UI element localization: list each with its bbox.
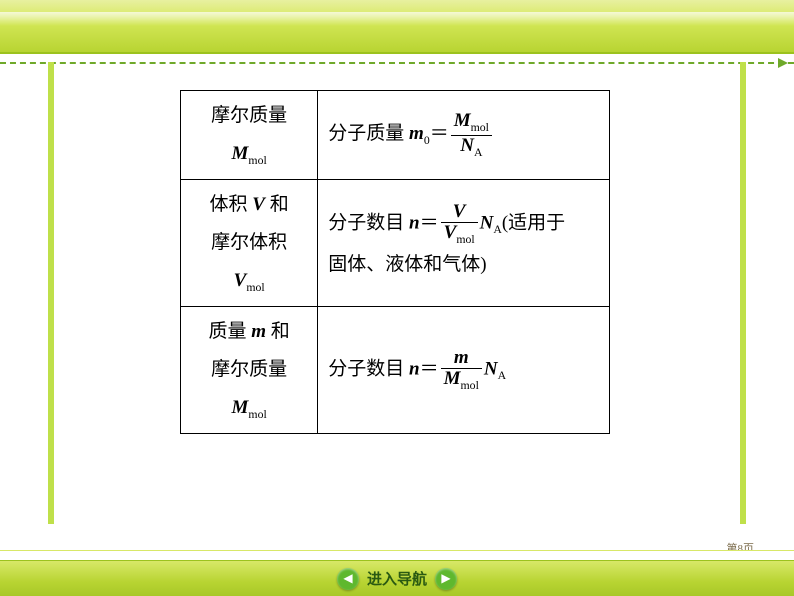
eq: ＝ [420, 358, 439, 379]
label: 摩尔体积 [211, 232, 287, 253]
tail: 和 [266, 321, 290, 342]
tail: 和 [265, 194, 289, 215]
dash-line [0, 62, 794, 64]
sub: A [498, 369, 507, 382]
table-row: 摩尔质量 Mmol 分子质量 m0＝MmolNA [181, 91, 610, 180]
cell-left: 质量 m 和 摩尔质量 Mmol [181, 307, 318, 434]
sub: mol [246, 281, 264, 294]
nav-label[interactable]: 进入导航 [365, 568, 429, 589]
arrowhead-icon [778, 58, 788, 68]
label: 质量 [208, 321, 251, 342]
label: 摩尔质量 [211, 359, 287, 380]
right-strip [740, 62, 746, 524]
table-row: 体积 V 和 摩尔体积 Vmol 分子数目 n＝VVmolNA(适用于 固体、液… [181, 180, 610, 307]
label: 摩尔质量 [211, 105, 287, 126]
main-content: 摩尔质量 Mmol 分子质量 m0＝MmolNA 体积 V 和 摩尔体积 Vmo… [180, 90, 610, 434]
var: M [232, 143, 249, 164]
var: N [480, 212, 494, 233]
prev-button[interactable]: ◀ [337, 568, 359, 590]
prefix: 分子数目 [328, 212, 409, 233]
prefix: 分子数目 [328, 358, 409, 379]
suffix: (适用于 [502, 212, 565, 233]
cell-left: 摩尔质量 Mmol [181, 91, 318, 180]
sub: mol [248, 154, 266, 167]
var: n [409, 358, 420, 379]
next-button[interactable]: ▶ [435, 568, 457, 590]
eq: ＝ [430, 123, 449, 144]
formula-table: 摩尔质量 Mmol 分子质量 m0＝MmolNA 体积 V 和 摩尔体积 Vmo… [180, 90, 610, 434]
chevron-left-icon: ◀ [343, 571, 352, 586]
sub: A [493, 223, 502, 236]
prefix: 分子质量 [328, 123, 409, 144]
cell-right: 分子质量 m0＝MmolNA [318, 91, 610, 180]
footer-bar: ◀ 进入导航 ▶ [0, 560, 794, 596]
sub: mol [248, 408, 266, 421]
left-strip [48, 62, 54, 524]
table-row: 质量 m 和 摩尔质量 Mmol 分子数目 n＝mMmolNA [181, 307, 610, 434]
var: n [409, 212, 420, 233]
chevron-right-icon: ▶ [441, 571, 450, 586]
var: N [484, 358, 498, 379]
footer-gap [0, 550, 794, 560]
label: 体积 [210, 194, 253, 215]
suffix-line2: 固体、液体和气体) [328, 254, 486, 275]
cell-right: 分子数目 n＝VVmolNA(适用于 固体、液体和气体) [318, 180, 610, 307]
header-bar [0, 0, 794, 54]
var: m [409, 123, 424, 144]
nav-group: ◀ 进入导航 ▶ [337, 568, 457, 590]
var: V [234, 270, 247, 291]
var: m [251, 321, 266, 342]
cell-right: 分子数目 n＝mMmolNA [318, 307, 610, 434]
fraction: mMmol [439, 348, 484, 392]
eq: ＝ [420, 212, 439, 233]
cell-left: 体积 V 和 摩尔体积 Vmol [181, 180, 318, 307]
fraction: MmolNA [449, 111, 494, 158]
var: M [232, 397, 249, 418]
var: V [252, 194, 265, 215]
fraction: VVmol [439, 202, 480, 246]
